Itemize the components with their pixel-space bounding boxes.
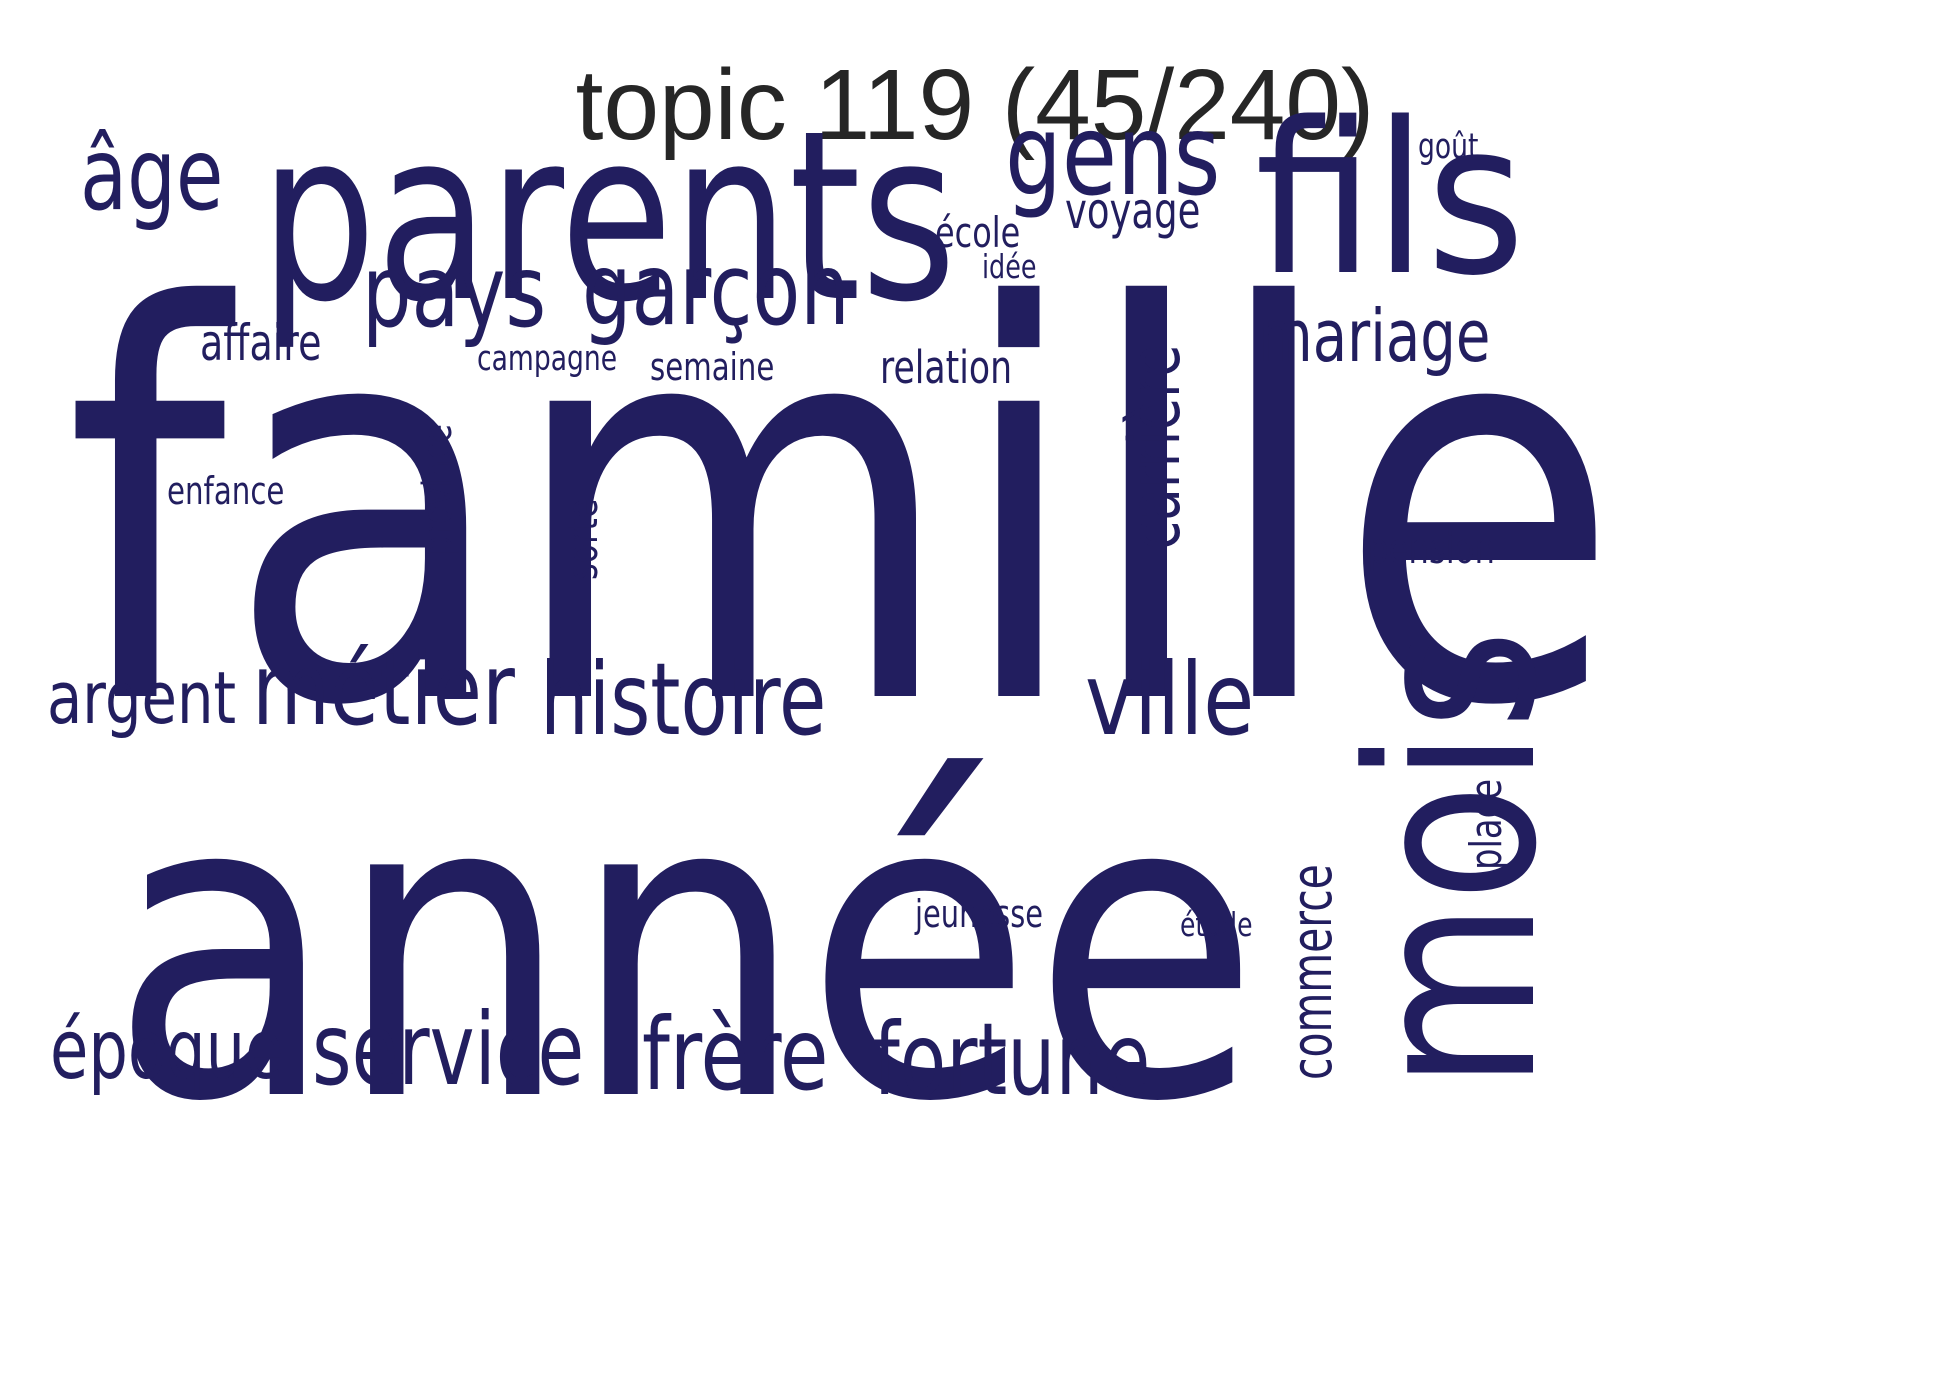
word-age: âge (80, 116, 224, 233)
word-metier: métier (252, 631, 515, 748)
word-ecole: école (935, 208, 1021, 257)
word-annee: année (110, 705, 1260, 1194)
word-enfance: enfance (167, 469, 285, 513)
word-idee: idée (982, 247, 1037, 286)
word-jeunesse: jeunesse (915, 892, 1044, 936)
word-parents: parents (260, 81, 957, 354)
cloud-title: topic 119 (45/240) (575, 49, 1375, 161)
word-semaine: semaine (650, 345, 775, 389)
word-argent: argent (47, 656, 237, 740)
word-mariage: mariage (1258, 294, 1491, 378)
word-affaire: affaire (200, 314, 322, 372)
word-mois: mois (1321, 629, 1588, 1090)
word-fils: fils (1255, 77, 1526, 322)
word-campagne: campagne (477, 339, 618, 379)
word-commerce: commerce (1280, 864, 1345, 1080)
word-service: service (312, 991, 585, 1108)
word-relation: relation (880, 341, 1013, 394)
word-gens: gens (1005, 91, 1221, 221)
word-voyage: voyage (1065, 182, 1201, 240)
word-ville: ville (1085, 641, 1255, 758)
word-carriere: carrière (1114, 344, 1196, 550)
word-fortune: fortune (873, 1001, 1151, 1118)
word-sorte: sorte (558, 498, 607, 580)
word-province: province (415, 424, 461, 555)
word-etude: étude (1180, 905, 1253, 944)
word-epoque: époque (50, 1003, 284, 1098)
word-histoire: histoire (540, 641, 827, 758)
word-frere: frère (642, 996, 829, 1113)
word-pays: pays (362, 233, 547, 350)
word-garcon: garçon (582, 231, 850, 348)
word-famille: famille (65, 196, 1620, 824)
word-place: place (1461, 778, 1512, 870)
word-gout: goût (1418, 127, 1479, 167)
word-pension: pension (1368, 524, 1496, 573)
